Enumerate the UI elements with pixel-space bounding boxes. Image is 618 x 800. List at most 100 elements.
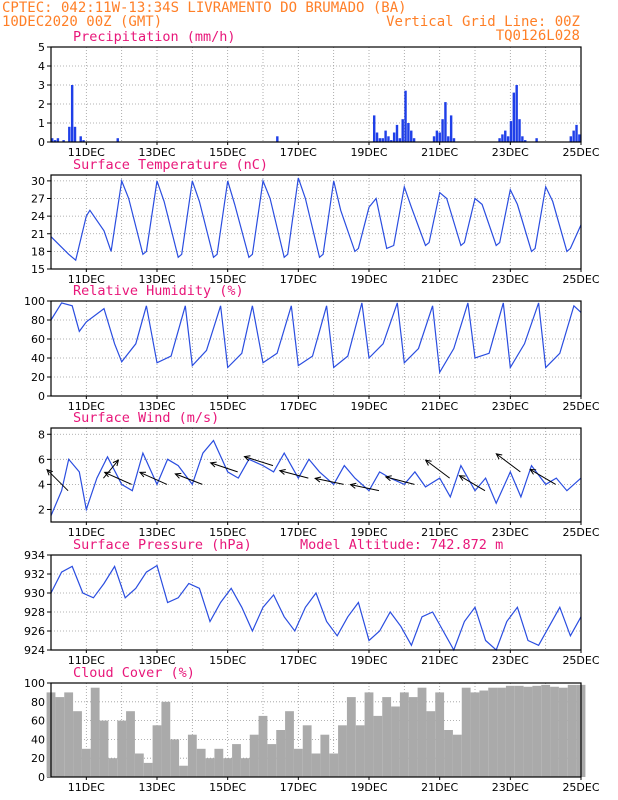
precip-bar (390, 140, 393, 142)
x-tick-label: 13DEC (138, 526, 175, 539)
cloud-cover-bar (541, 684, 551, 777)
cloud-cover-bar (452, 734, 462, 777)
cloud-cover-bar (99, 720, 109, 777)
x-tick-label: 21DEC (421, 526, 458, 539)
x-tick-label: 11DEC (68, 654, 105, 667)
panel-title: Relative Humidity (%) (73, 283, 244, 299)
precip-bar (381, 138, 384, 142)
x-tick-label: 17DEC (280, 400, 317, 413)
precip-bar (404, 90, 407, 142)
x-tick-label: 15DEC (209, 781, 246, 794)
cloud-cover-bar (152, 725, 162, 777)
precip-bar (509, 121, 513, 142)
y-tick-label: 3 (38, 79, 45, 92)
precip-bar (518, 119, 521, 142)
y-tick-label: 15 (31, 263, 45, 276)
y-tick-label: 20 (31, 752, 45, 765)
y-tick-label: 2 (38, 98, 45, 111)
x-tick-label: 15DEC (209, 654, 246, 667)
y-tick-label: 8 (38, 428, 45, 441)
y-tick-label: 18 (31, 245, 45, 258)
y-tick-label: 80 (31, 314, 45, 327)
cloud-cover-bar (399, 692, 409, 777)
precip-bar (444, 102, 447, 142)
panel-frame (50, 427, 582, 523)
y-tick-label: 5 (38, 41, 45, 54)
cloud-cover-bar (558, 687, 568, 777)
precip-bar (82, 140, 85, 142)
cloud-cover-bar (408, 697, 418, 777)
y-tick-label: 40 (31, 352, 45, 365)
cloud-cover-bar (382, 697, 392, 777)
y-tick-label: 0 (38, 771, 45, 784)
x-tick-label: 25DEC (562, 781, 599, 794)
cloud-cover-bar (267, 744, 277, 777)
x-tick-label: 13DEC (138, 781, 175, 794)
x-tick-label: 21DEC (421, 146, 458, 159)
x-tick-label: 21DEC (421, 781, 458, 794)
x-tick-label: 21DEC (421, 654, 458, 667)
series-line-pressure (50, 564, 582, 652)
y-tick-label: 926 (24, 625, 45, 638)
precip-bar (392, 132, 396, 142)
cloud-cover-bar (532, 685, 542, 777)
x-tick-label: 15DEC (209, 400, 246, 413)
wind-arrow-head (349, 482, 357, 489)
cloud-cover-bar (523, 686, 533, 777)
precip-bar (575, 124, 578, 142)
y-tick-label: 0 (38, 136, 45, 149)
cloud-cover-bar (338, 725, 347, 777)
cloud-cover-bar (293, 748, 303, 777)
cloud-cover-bar (205, 758, 215, 777)
wind-arrow-head (424, 459, 432, 466)
precip-bar (395, 124, 399, 142)
y-tick-label: 934 (24, 549, 45, 562)
cloud-cover-bar (567, 684, 577, 777)
precip-bar (412, 138, 416, 142)
cloud-cover-bar (81, 748, 91, 777)
cloud-cover-bar (488, 687, 498, 777)
y-tick-label: 924 (24, 644, 45, 657)
x-tick-label: 25DEC (562, 526, 599, 539)
precip-bar (447, 136, 450, 142)
x-tick-label: 17DEC (280, 273, 317, 286)
x-tick-label: 21DEC (421, 273, 458, 286)
wind-arrow (104, 471, 132, 485)
series-line-humidity (50, 302, 582, 375)
x-tick-label: 23DEC (492, 526, 529, 539)
x-tick-label: 17DEC (280, 146, 317, 159)
wind-arrow (244, 456, 274, 467)
panel-frame (50, 174, 582, 270)
wind-arrow (175, 473, 203, 485)
y-tick-label: 80 (31, 696, 45, 709)
wind-arrow (425, 459, 450, 479)
precip-bar (512, 92, 516, 142)
x-tick-label: 23DEC (492, 654, 529, 667)
panel-wind: 2 4 6 8 11DEC 13DEC 15DEC 17DEC 19DEC 21DEC 23DEC 2… (38, 410, 600, 539)
panel-title: Surface Pressure (hPa) (73, 537, 252, 553)
x-tick-label: 13DEC (138, 654, 175, 667)
cloud-cover-bar (364, 692, 374, 777)
y-tick-label: 2 (38, 503, 45, 516)
x-tick-label: 23DEC (492, 400, 529, 413)
cloud-cover-bar (240, 758, 250, 777)
cloud-cover-bar (479, 690, 489, 777)
precip-bar (569, 136, 573, 142)
wind-arrow (210, 462, 238, 473)
precip-bar (572, 130, 575, 142)
cloud-cover-bar (90, 687, 100, 777)
cloud-cover-bar (444, 730, 453, 777)
x-tick-label: 19DEC (350, 400, 387, 413)
cloud-cover-bar (117, 720, 127, 777)
wind-arrow (139, 471, 168, 485)
wind-arrow-head (112, 459, 120, 467)
precip-bar (535, 138, 538, 142)
x-tick-label: 13DEC (138, 400, 175, 413)
cloud-cover-bar (285, 711, 294, 777)
wind-arrow-head (384, 475, 392, 482)
precip-bar (407, 123, 410, 142)
wind-arrow-head (209, 461, 217, 468)
y-tick-label: 100 (24, 677, 45, 690)
precip-bar (276, 136, 279, 142)
y-tick-label: 30 (31, 175, 45, 188)
